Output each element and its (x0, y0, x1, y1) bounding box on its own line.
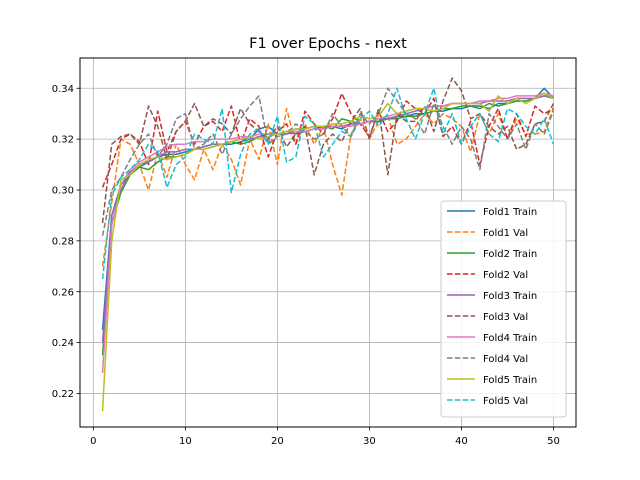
legend-box (440, 200, 567, 418)
legend-label: Fold5 Val (483, 396, 528, 407)
y-tick-label: 0.24 (52, 338, 74, 349)
chart-title: F1 over Epochs - next (249, 36, 407, 52)
legend-label: Fold4 Val (483, 354, 528, 365)
legend-label: Fold4 Train (483, 333, 537, 344)
series-line-fold2-val (101, 92, 554, 188)
x-tick-label: 30 (363, 436, 376, 447)
legend-label: Fold1 Val (483, 228, 528, 239)
y-tick-label: 0.22 (52, 389, 74, 400)
legend-label: Fold3 Val (483, 312, 528, 323)
legend-label: Fold5 Train (483, 375, 537, 386)
x-axis-ticks: 0 10 20 30 40 50 (90, 427, 560, 447)
x-tick-label: 50 (547, 436, 560, 447)
x-tick-label: 0 (90, 436, 96, 447)
y-axis-ticks: 0.22 0.24 0.26 0.28 0.30 0.32 0.34 (52, 84, 80, 400)
series-line-fold5-train (101, 92, 554, 412)
series-line-fold1-val (101, 107, 555, 267)
axes-frame (79, 57, 577, 428)
series-line-fold3-val (101, 77, 555, 224)
x-tick-label: 20 (271, 436, 284, 447)
legend-label: Fold1 Train (483, 207, 537, 218)
legend-label: Fold3 Train (483, 291, 537, 302)
series-line-fold4-train (101, 92, 554, 374)
y-tick-label: 0.30 (52, 186, 74, 197)
y-tick-label: 0.34 (52, 84, 74, 95)
legend-label: Fold2 Val (483, 270, 528, 281)
y-tick-label: 0.28 (52, 236, 74, 247)
x-tick-label: 40 (455, 436, 468, 447)
series-line-fold4-val (101, 87, 555, 236)
plot-series (101, 77, 555, 412)
x-tick-label: 10 (179, 436, 192, 447)
series-line-fold5-val (101, 87, 555, 280)
legend-label: Fold2 Train (483, 249, 537, 260)
legend: Fold1 Train Fold1 Val Fold2 Train Fold2 Val… (440, 200, 567, 418)
y-tick-label: 0.32 (52, 135, 74, 146)
y-tick-label: 0.26 (52, 287, 74, 298)
